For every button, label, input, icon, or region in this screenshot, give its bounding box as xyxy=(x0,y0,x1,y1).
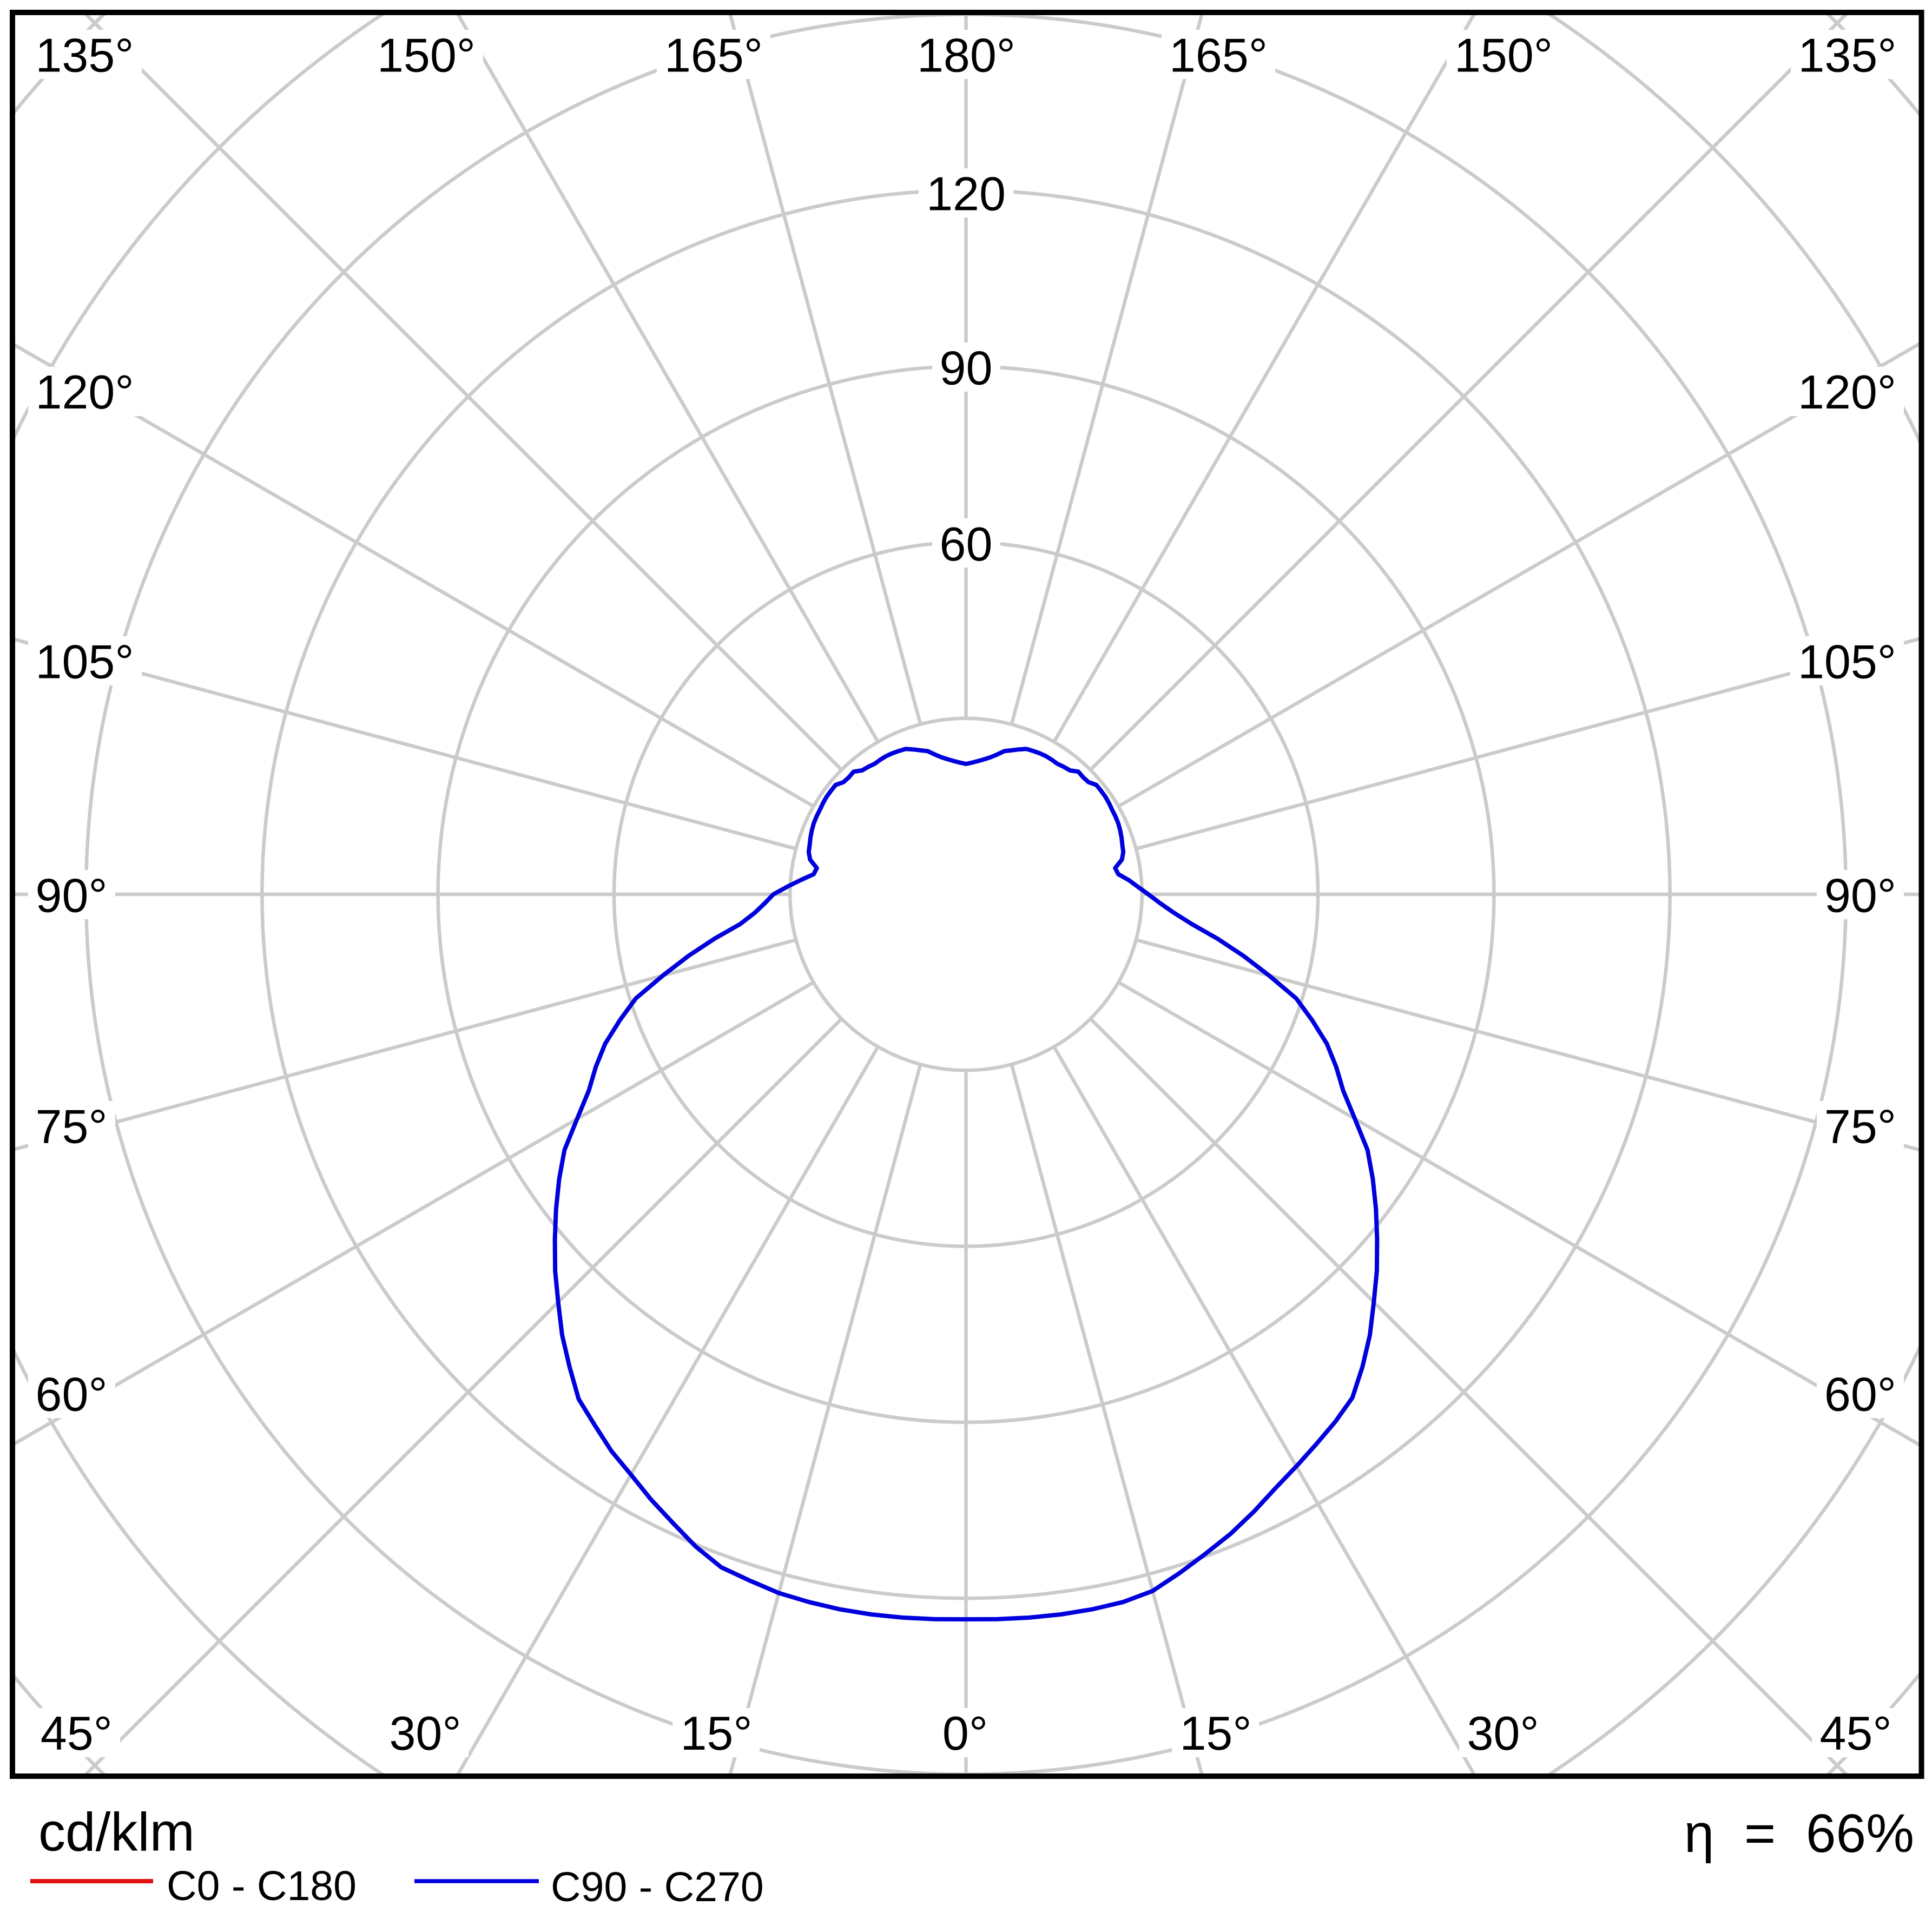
svg-text:90°: 90° xyxy=(36,869,108,922)
svg-text:150°: 150° xyxy=(1454,29,1553,82)
svg-text:C90 - C270: C90 - C270 xyxy=(551,1864,764,1910)
svg-text:60°: 60° xyxy=(1824,1368,1896,1421)
svg-text:30°: 30° xyxy=(389,1706,461,1760)
svg-text:15°: 15° xyxy=(680,1706,752,1760)
svg-text:15°: 15° xyxy=(1179,1706,1251,1760)
svg-text:150°: 150° xyxy=(377,29,476,82)
svg-text:120°: 120° xyxy=(36,365,134,419)
svg-text:60: 60 xyxy=(940,517,993,571)
svg-text:75°: 75° xyxy=(36,1100,108,1153)
svg-text:120: 120 xyxy=(926,167,1006,221)
svg-text:90: 90 xyxy=(940,341,993,395)
svg-text:120°: 120° xyxy=(1798,365,1896,419)
svg-text:cd/klm: cd/klm xyxy=(38,1802,195,1863)
svg-text:180°: 180° xyxy=(917,29,1016,82)
svg-text:η = 66%: η = 66% xyxy=(1684,1803,1914,1864)
svg-text:135°: 135° xyxy=(35,29,134,82)
svg-text:135°: 135° xyxy=(1798,29,1896,82)
svg-text:105°: 105° xyxy=(1798,635,1896,689)
svg-text:75°: 75° xyxy=(1824,1100,1896,1153)
svg-text:90°: 90° xyxy=(1824,869,1896,922)
svg-text:45°: 45° xyxy=(1819,1706,1891,1760)
svg-text:45°: 45° xyxy=(41,1706,113,1760)
svg-text:165°: 165° xyxy=(664,29,763,82)
svg-text:30°: 30° xyxy=(1467,1706,1539,1760)
svg-text:C0 - C180: C0 - C180 xyxy=(167,1863,357,1909)
svg-text:165°: 165° xyxy=(1169,29,1268,82)
svg-text:0°: 0° xyxy=(942,1706,988,1760)
svg-text:105°: 105° xyxy=(36,635,134,689)
svg-text:60°: 60° xyxy=(36,1368,108,1421)
